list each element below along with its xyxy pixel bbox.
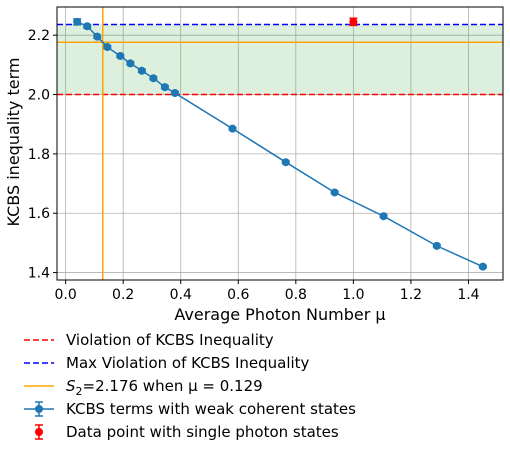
- legend-marker: [35, 428, 43, 436]
- x-axis-ticks: 0.0 0.2 0.4 0.6 0.8 1.0 1.2 1.4: [54, 280, 480, 303]
- data-point: [349, 17, 358, 26]
- legend-label: S2=2.176 when μ = 0.129: [66, 377, 263, 398]
- plot-background: [57, 7, 503, 280]
- legend-item: Data point with single photon states: [35, 423, 339, 441]
- x-axis-label: Average Photon Number μ: [174, 305, 385, 324]
- y-tick-label: 2.0: [28, 88, 50, 104]
- legend: Violation of KCBS Inequality Max Violatio…: [24, 331, 356, 441]
- data-point: [330, 188, 339, 197]
- data-point: [73, 17, 82, 26]
- data-point: [478, 262, 487, 271]
- data-point: [379, 212, 388, 221]
- x-tick-label: 0.6: [227, 287, 249, 303]
- data-point: [160, 83, 169, 92]
- x-tick-label: 0.0: [54, 287, 76, 303]
- axes-frame: [56, 6, 504, 281]
- axes: [56, 6, 504, 281]
- data-point: [149, 74, 158, 83]
- data-series: [73, 17, 487, 271]
- data-point: [281, 158, 290, 167]
- legend-item: Max Violation of KCBS Inequality: [24, 354, 310, 372]
- x-tick-label: 1.2: [400, 287, 422, 303]
- data-point: [126, 59, 135, 68]
- data-point: [83, 22, 92, 31]
- legend-item: S2=2.176 when μ = 0.129: [24, 377, 263, 398]
- series-weak-coherent: [73, 17, 487, 271]
- grid: [57, 7, 503, 280]
- x-tick-label: 1.0: [342, 287, 364, 303]
- data-point: [432, 241, 441, 250]
- series-single-photon: [349, 17, 358, 27]
- legend-label: Max Violation of KCBS Inequality: [66, 354, 310, 372]
- legend-label: Violation of KCBS Inequality: [66, 331, 274, 349]
- data-point: [137, 66, 146, 75]
- y-tick-label: 1.6: [28, 206, 50, 222]
- legend-item: KCBS terms with weak coherent states: [24, 400, 356, 418]
- data-point: [228, 124, 237, 133]
- x-tick-label: 0.8: [285, 287, 307, 303]
- x-tick-label: 1.4: [457, 287, 479, 303]
- data-point: [93, 32, 102, 41]
- reference-lines: [57, 7, 503, 280]
- legend-item: Violation of KCBS Inequality: [24, 331, 274, 349]
- x-tick-label: 0.2: [112, 287, 134, 303]
- data-point: [170, 89, 179, 98]
- legend-label: KCBS terms with weak coherent states: [66, 400, 356, 418]
- y-tick-label: 2.2: [28, 28, 50, 44]
- legend-marker: [35, 405, 43, 413]
- data-point: [103, 43, 112, 52]
- plot-area: [57, 7, 503, 280]
- y-axis-ticks: 1.4 1.6 1.8 2.0 2.2: [28, 28, 57, 282]
- legend-label: Data point with single photon states: [66, 423, 339, 441]
- y-axis-label: KCBS inequality term: [4, 58, 23, 227]
- data-point: [116, 51, 125, 60]
- y-tick-label: 1.4: [28, 266, 50, 282]
- y-tick-label: 1.8: [28, 147, 50, 163]
- series-line: [76, 21, 484, 268]
- x-tick-label: 0.4: [170, 287, 192, 303]
